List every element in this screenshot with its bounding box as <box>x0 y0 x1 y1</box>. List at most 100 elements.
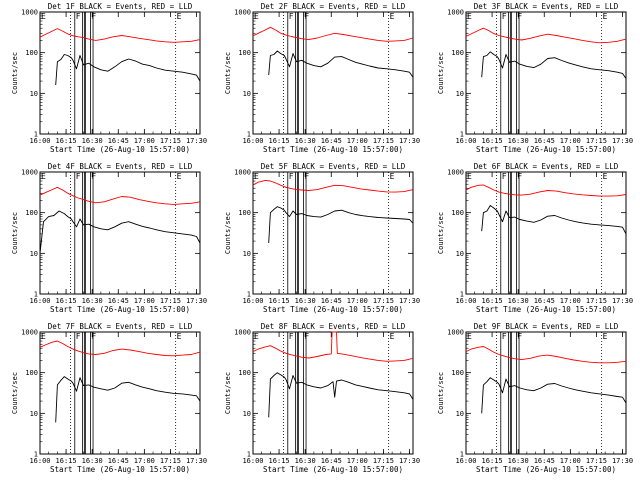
chart-title: Det 4F BLACK = Events, RED = LLD <box>48 162 193 171</box>
x-tick-label: 17:15 <box>373 297 394 305</box>
chart-title: Det 6F BLACK = Events, RED = LLD <box>474 162 619 171</box>
y-tick-label: 1 <box>34 131 38 139</box>
y-axis-label: Counts/sec <box>437 52 445 94</box>
flag-label: F <box>76 332 81 341</box>
chart-panel-5: Det 5F BLACK = Events, RED = LLD 16:00 16:… <box>224 162 420 314</box>
y-tick-label: 10 <box>243 250 251 258</box>
y-tick-label: 1000 <box>21 169 38 177</box>
chart-panel-7: Det 7F BLACK = Events, RED = LLD 16:00 16:… <box>11 322 207 474</box>
flag-label: E <box>467 172 472 181</box>
flag-label: E <box>603 332 608 341</box>
lld-series-line <box>465 346 627 364</box>
y-tick-label: 100 <box>25 369 38 377</box>
y-axis-label: Counts/sec <box>224 212 232 254</box>
x-tick-label: 17:00 <box>347 297 368 305</box>
y-tick-label: 10 <box>243 90 251 98</box>
y-tick-label: 1 <box>247 451 251 459</box>
x-axis-label: Start Time (26-Aug-10 15:57:00) <box>50 305 190 314</box>
events-series-line <box>55 376 201 423</box>
x-tick-label: 16:00 <box>455 297 476 305</box>
y-tick-label: 1 <box>247 291 251 299</box>
flag-label: E <box>467 332 472 341</box>
x-tick-label: 17:15 <box>373 457 394 465</box>
y-tick-label: 10 <box>243 410 251 418</box>
x-tick-label: 17:30 <box>186 297 207 305</box>
x-axis-label: Start Time (26-Aug-10 15:57:00) <box>50 145 190 154</box>
plot-frame <box>39 171 201 295</box>
y-axis-label: Counts/sec <box>224 372 232 414</box>
y-tick-label: 1000 <box>447 329 464 337</box>
x-tick-label: 16:45 <box>108 137 129 145</box>
y-tick-label: 1000 <box>234 329 251 337</box>
plot-frame <box>39 331 201 455</box>
x-tick-label: 16:45 <box>108 457 129 465</box>
y-tick-label: 1000 <box>234 9 251 17</box>
flag-label: F <box>289 12 294 21</box>
x-tick-label: 17:00 <box>134 297 155 305</box>
y-tick-label: 1000 <box>447 9 464 17</box>
x-tick-label: 16:30 <box>295 297 316 305</box>
x-tick-label: 17:15 <box>160 457 181 465</box>
x-tick-label: 16:15 <box>482 297 503 305</box>
y-tick-label: 1000 <box>447 169 464 177</box>
chart-title: Det 9F BLACK = Events, RED = LLD <box>474 322 619 331</box>
x-tick-label: 17:00 <box>560 137 581 145</box>
flag-label: F <box>91 332 96 341</box>
time-band <box>516 171 520 295</box>
chart-panel-9: Det 9F BLACK = Events, RED = LLD 16:00 16:… <box>437 322 633 474</box>
flag-label: E <box>390 332 395 341</box>
plot-frame <box>252 171 414 295</box>
time-band <box>83 331 86 455</box>
flag-label: F <box>502 332 507 341</box>
x-tick-label: 16:30 <box>82 297 103 305</box>
x-tick-label: 17:15 <box>160 297 181 305</box>
x-tick-label: 17:00 <box>560 297 581 305</box>
time-band <box>500 171 510 295</box>
y-tick-label: 1 <box>34 291 38 299</box>
time-band <box>90 331 94 455</box>
time-band <box>516 11 520 135</box>
x-tick-label: 16:15 <box>56 457 77 465</box>
time-band <box>509 331 512 455</box>
x-tick-label: 16:15 <box>56 297 77 305</box>
chart-panel-1: Det 1F BLACK = Events, RED = LLD 16:00 16:… <box>11 2 207 154</box>
time-band <box>500 331 510 455</box>
y-tick-label: 100 <box>238 369 251 377</box>
flag-label: E <box>390 12 395 21</box>
chart-panel-2: Det 2F BLACK = Events, RED = LLD 16:00 16:… <box>224 2 420 154</box>
flag-label: E <box>603 172 608 181</box>
x-tick-label: 17:15 <box>373 137 394 145</box>
y-axis-label: Counts/sec <box>11 212 19 254</box>
y-tick-label: 10 <box>30 90 38 98</box>
x-tick-label: 16:00 <box>29 137 50 145</box>
y-axis-label: Counts/sec <box>437 372 445 414</box>
x-tick-label: 16:15 <box>482 137 503 145</box>
time-band <box>74 331 84 455</box>
lld-series-line <box>252 179 414 193</box>
chart-panel-8: Det 8F BLACK = Events, RED = LLD 16:00 16:… <box>224 322 420 474</box>
x-tick-label: 16:45 <box>321 137 342 145</box>
time-band <box>500 11 510 135</box>
y-tick-label: 100 <box>451 369 464 377</box>
flag-label: F <box>76 172 81 181</box>
flag-label: E <box>177 172 182 181</box>
lld-series-line <box>39 340 201 357</box>
flag-label: F <box>517 12 522 21</box>
x-tick-label: 16:30 <box>508 297 529 305</box>
x-tick-label: 17:30 <box>612 457 633 465</box>
flag-label: F <box>289 332 294 341</box>
y-axis-label: Counts/sec <box>11 52 19 94</box>
x-tick-label: 16:30 <box>508 137 529 145</box>
lld-series-line <box>252 26 414 42</box>
x-tick-label: 16:30 <box>295 137 316 145</box>
flag-label: F <box>517 332 522 341</box>
flag-label: F <box>304 332 309 341</box>
x-tick-label: 16:45 <box>321 457 342 465</box>
y-tick-label: 1000 <box>21 9 38 17</box>
x-tick-label: 17:00 <box>347 137 368 145</box>
lld-series-line <box>39 28 201 43</box>
x-tick-label: 16:45 <box>321 297 342 305</box>
x-axis-label: Start Time (26-Aug-10 15:57:00) <box>263 305 403 314</box>
x-tick-label: 17:15 <box>586 297 607 305</box>
